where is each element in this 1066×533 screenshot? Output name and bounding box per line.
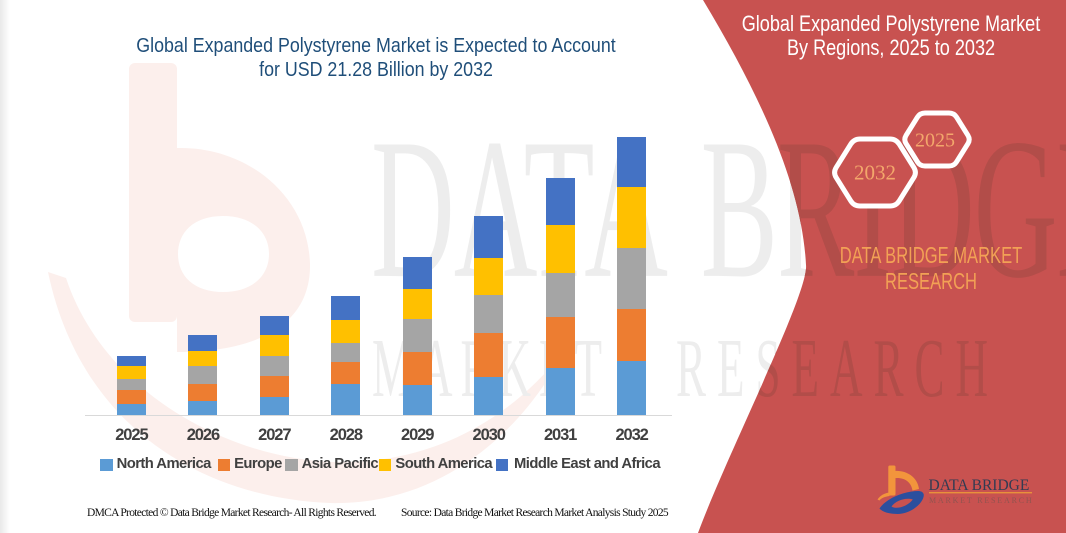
svg-text:RESEARCH: RESEARCH: [676, 323, 999, 415]
svg-text:DATA BRIDGE: DATA BRIDGE: [929, 477, 1030, 494]
svg-text:MARKET: MARKET: [372, 323, 610, 415]
svg-text:2032: 2032: [854, 161, 896, 185]
svg-text:2025: 2025: [915, 130, 955, 152]
svg-text:MARKET RESEARCH: MARKET RESEARCH: [929, 496, 1033, 505]
